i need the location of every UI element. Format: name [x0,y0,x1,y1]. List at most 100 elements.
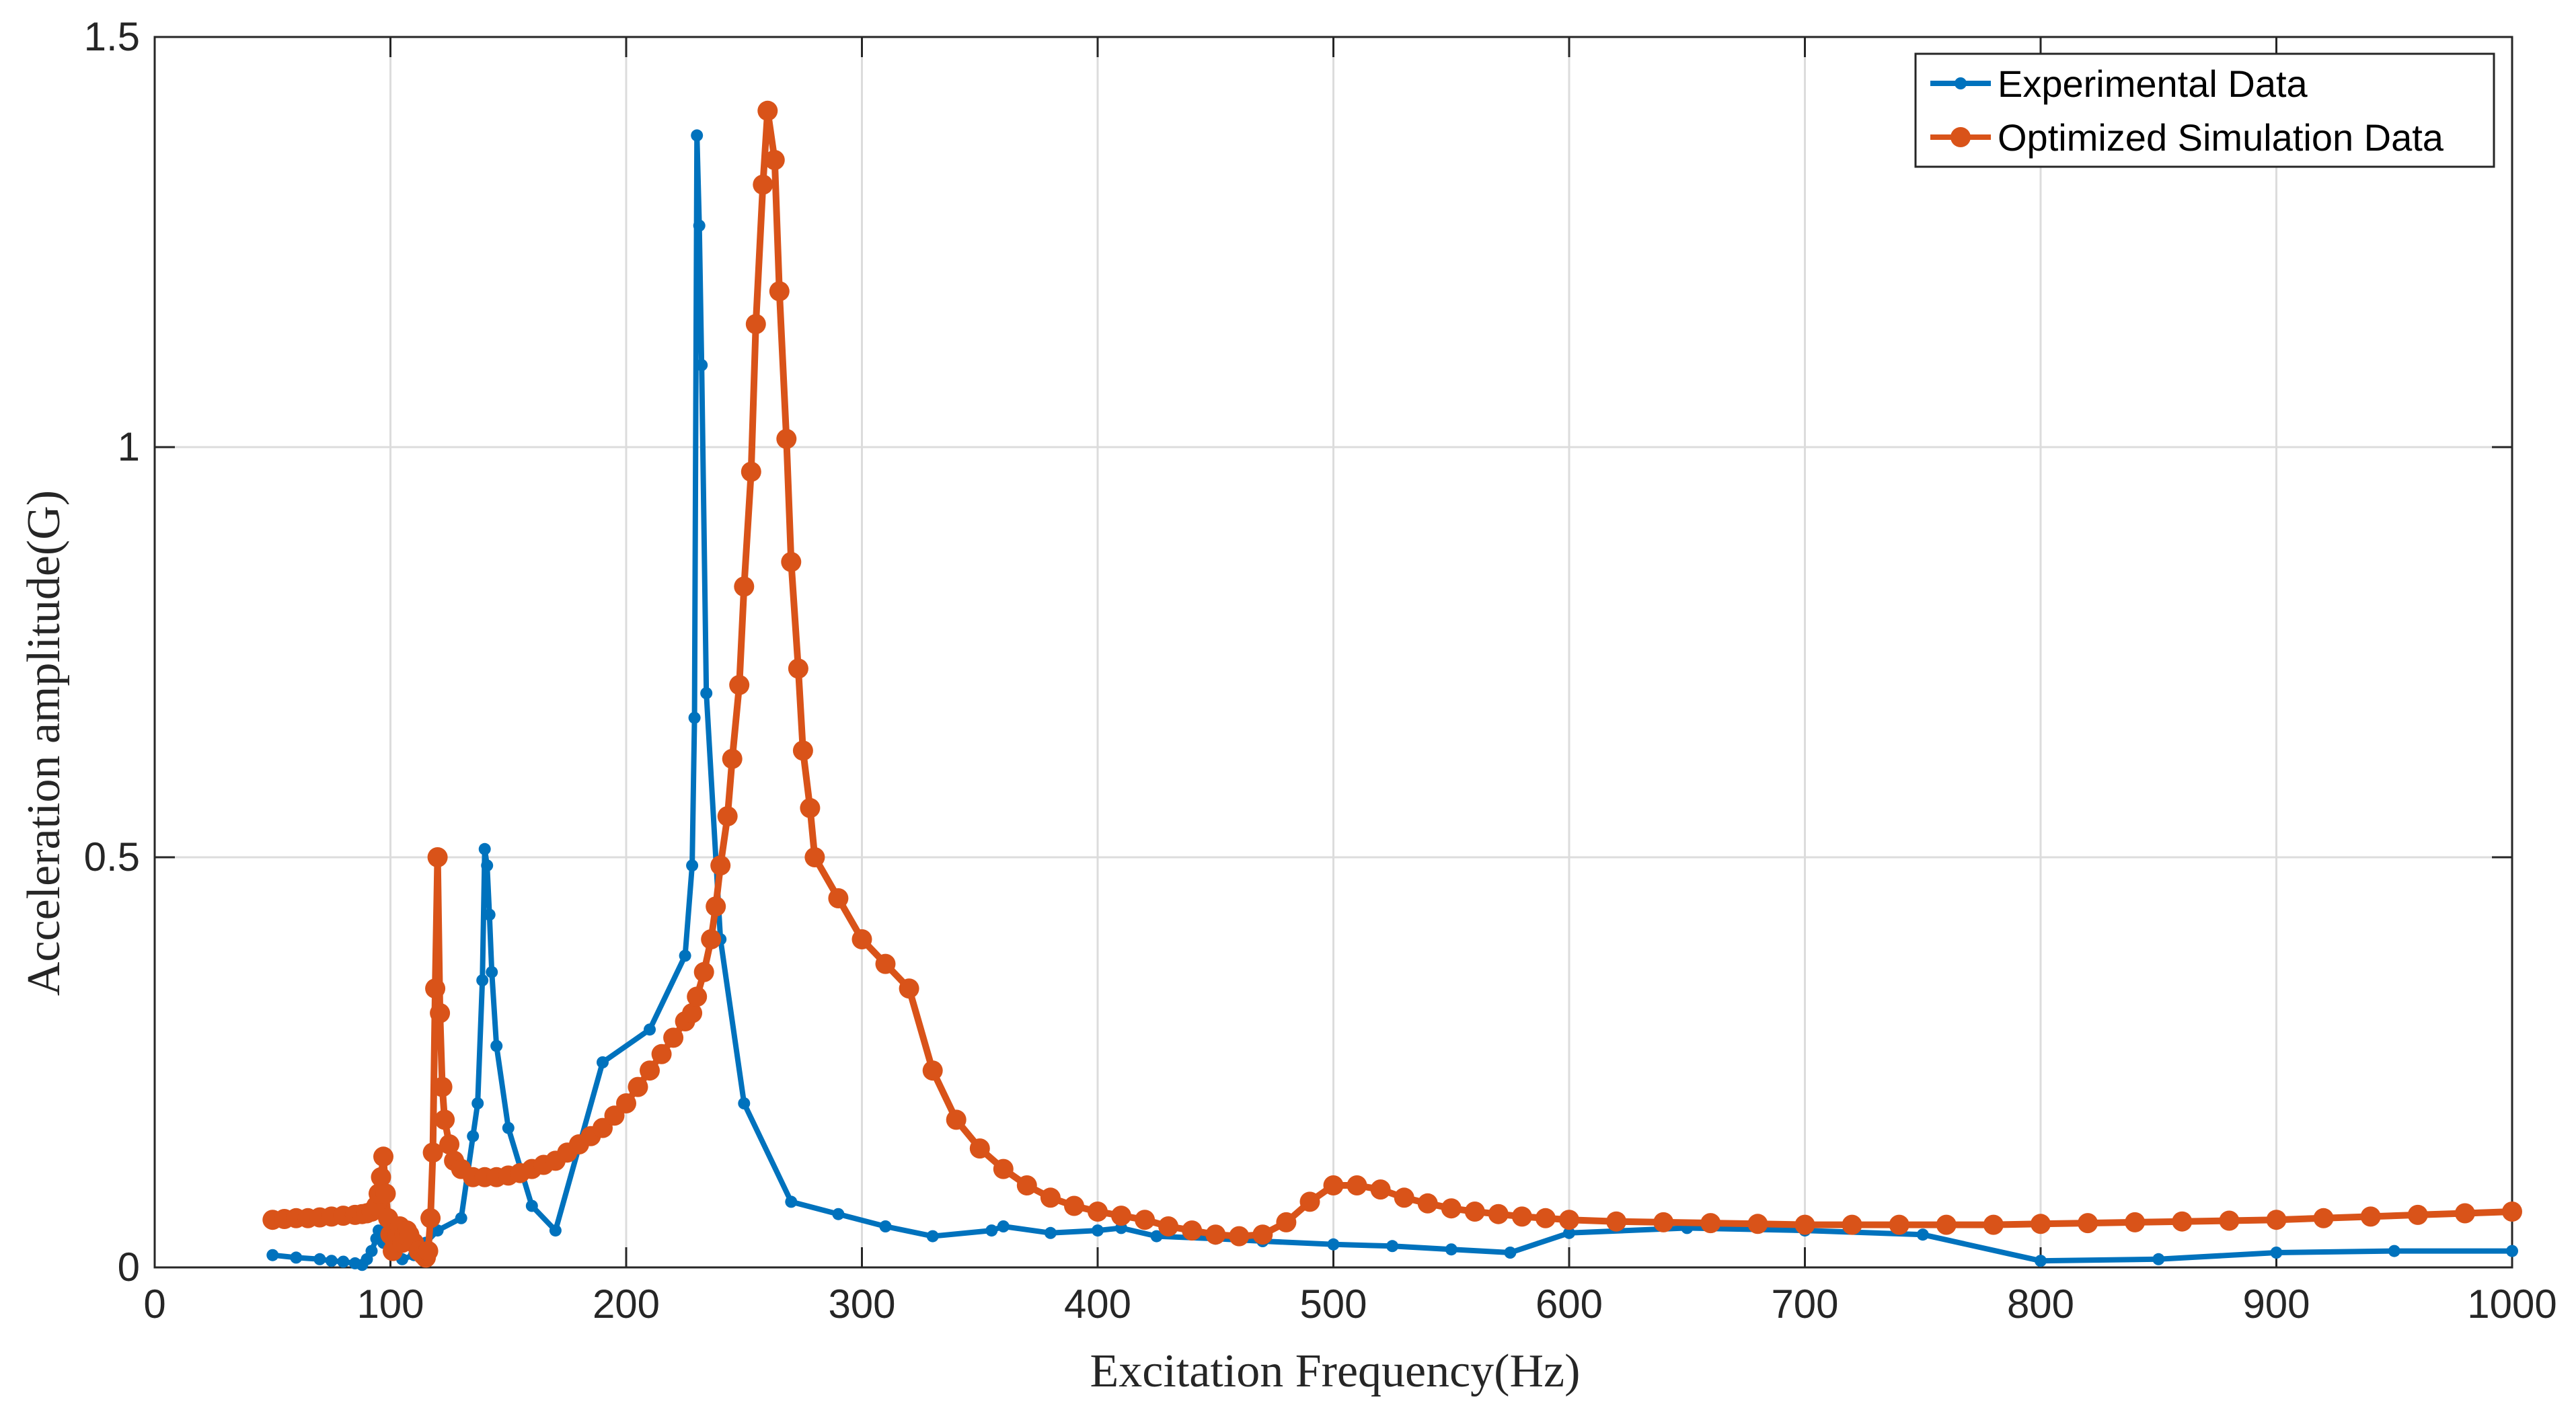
y-tick-label: 0.5 [84,834,140,879]
data-point [946,1109,967,1130]
data-point [478,842,491,855]
data-point [483,908,496,921]
data-point [722,748,743,769]
data-point [1327,1238,1340,1251]
data-point [1323,1175,1344,1195]
data-point [757,100,778,121]
data-point [1182,1220,1203,1241]
data-point [1252,1224,1273,1245]
x-tick-label: 400 [1064,1282,1131,1327]
data-point [997,1220,1010,1232]
data-point [418,1241,439,1261]
x-tick-label: 300 [828,1282,895,1327]
data-point [2172,1211,2193,1232]
data-point [1504,1247,1517,1259]
data-point [1135,1210,1156,1230]
data-point [1747,1214,1768,1234]
data-point [781,551,802,572]
data-point [693,961,714,982]
data-point [427,847,448,867]
data-point [1088,1202,1108,1222]
data-point [1511,1206,1532,1227]
data-point [455,1212,467,1224]
data-point [2152,1253,2165,1265]
data-point [682,1002,703,1023]
data-point [710,855,731,876]
data-point [290,1251,303,1264]
data-point [597,1056,609,1068]
data-point [792,740,813,761]
data-point [804,847,825,867]
data-point [1842,1214,1862,1235]
data-point [502,1122,515,1134]
data-point [832,1208,845,1220]
data-point [1464,1202,1485,1222]
x-tick-label: 900 [2242,1282,2310,1327]
y-axis-title: Acceleration amplitude(G) [18,490,70,996]
data-point [993,1158,1014,1179]
data-point [899,978,919,999]
data-point [1983,1214,2004,1235]
data-point [430,1002,451,1023]
data-point [2031,1214,2051,1234]
x-tick-label: 1000 [2467,1282,2556,1327]
data-point [700,687,713,699]
data-point [879,1220,892,1232]
data-point [926,1230,939,1243]
data-point [1111,1206,1131,1226]
data-point [769,281,790,302]
legend-box [1914,52,2495,168]
data-point [1092,1224,1104,1237]
data-point [425,978,446,999]
data-point [1150,1230,1163,1243]
data-point [432,1076,453,1097]
data-point [2219,1210,2240,1231]
data-point [1889,1214,1909,1235]
data-point [717,806,738,826]
data-point [2270,1247,2283,1259]
data-point [1441,1198,1462,1219]
data-point [313,1253,326,1265]
y-tick-label: 1.5 [84,14,140,59]
data-point [486,966,498,978]
data-point [628,1076,648,1097]
data-point [375,1183,396,1204]
data-point [1044,1226,1057,1239]
x-tick-label: 0 [143,1282,165,1327]
data-point [1535,1208,1556,1228]
data-point [828,888,849,908]
data-point [1559,1210,1579,1230]
data-point [1936,1214,1957,1235]
data-point [640,1060,660,1081]
series-simulation [262,100,2522,1268]
data-point [2313,1208,2334,1228]
series-layer [262,100,2522,1271]
data-point [693,219,706,232]
data-point [688,711,701,724]
data-point [922,1060,943,1081]
data-point [371,1167,391,1187]
data-point [1653,1212,1674,1232]
data-point [644,1023,656,1036]
y-tick-label: 0 [118,1245,140,1290]
x-axis-title: Excitation Frequency(Hz) [1090,1345,1581,1397]
data-point [701,929,722,949]
data-point [373,1146,393,1167]
data-point [706,896,726,917]
data-point [695,359,708,371]
data-point [1488,1204,1509,1224]
x-tick-label: 200 [593,1282,660,1327]
data-point [467,1130,480,1142]
x-tick-label: 800 [2007,1282,2074,1327]
data-point [431,1224,444,1237]
data-point [1417,1193,1438,1214]
data-point [2502,1202,2522,1222]
data-point [1794,1214,1815,1235]
data-point [875,953,896,974]
data-point [337,1255,350,1268]
x-tick-label: 700 [1771,1282,1838,1327]
data-point [1563,1226,1575,1239]
data-point [2388,1245,2400,1257]
data-point [1276,1212,1297,1232]
